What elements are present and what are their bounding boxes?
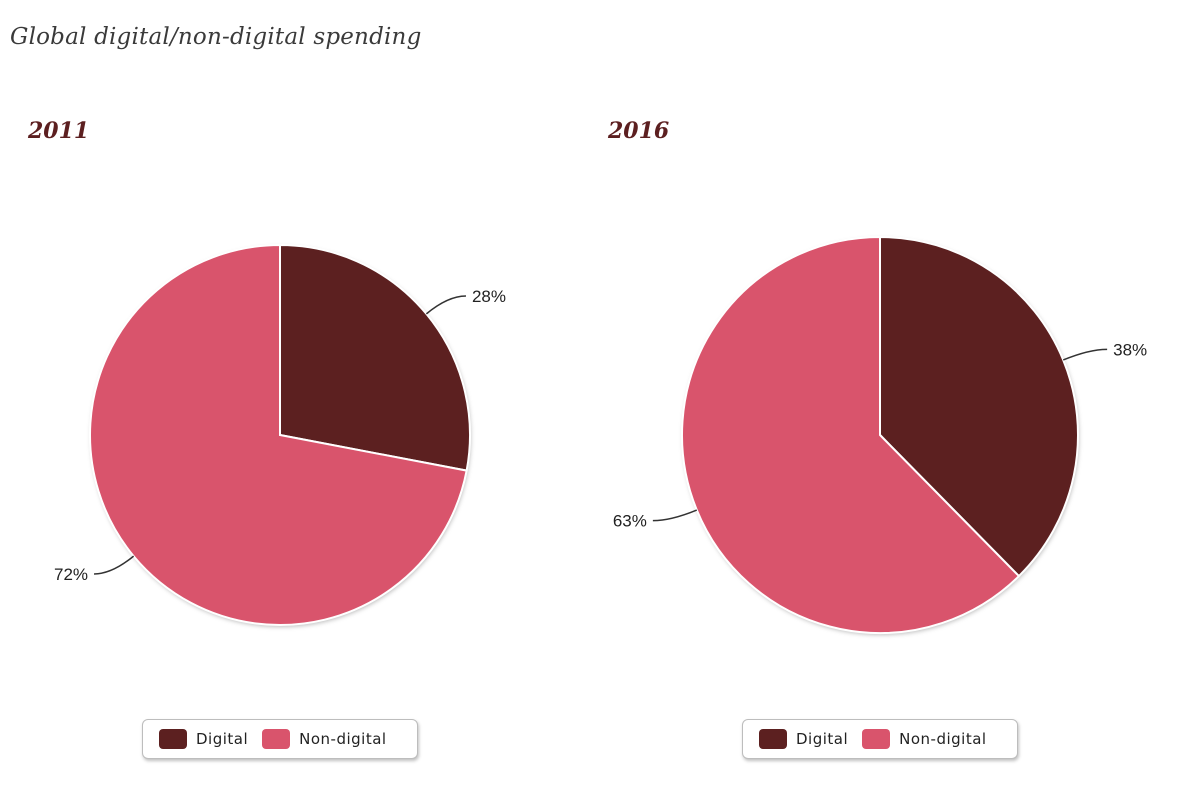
- legend-label-digital: Digital: [796, 730, 849, 748]
- data-label-digital: 28%: [472, 287, 506, 306]
- pie-slice-non-digital[interactable]: [681, 235, 1021, 634]
- legend-item-non-digital[interactable]: Non-digital: [262, 729, 386, 749]
- leader-line-non-digital: [94, 555, 135, 575]
- data-label-non-digital: 63%: [613, 512, 647, 531]
- pie-chart-2011: 28% 72%: [54, 243, 506, 626]
- pie-slice-non-digital[interactable]: [89, 243, 468, 626]
- chart-title-2016: 2016: [608, 118, 670, 144]
- pie-slice-digital[interactable]: [879, 235, 1079, 578]
- legend-swatch-digital: [759, 729, 787, 749]
- pie-chart-2016: 38% 63%: [613, 235, 1147, 634]
- legend-2011: Digital Non-digital: [142, 719, 418, 759]
- leader-line-digital: [1062, 348, 1108, 361]
- legend-label-non-digital: Non-digital: [299, 730, 387, 748]
- data-label-non-digital: 72%: [54, 565, 88, 584]
- legend-item-non-digital[interactable]: Non-digital: [862, 729, 986, 749]
- legend-swatch-non-digital: [862, 729, 891, 749]
- legend-2016: Digital Non-digital: [742, 719, 1018, 759]
- legend-label-digital: Digital: [196, 730, 249, 748]
- legend-label-non-digital: Non-digital: [899, 730, 987, 748]
- legend-item-digital[interactable]: Digital: [759, 729, 848, 749]
- pie-slice-digital[interactable]: [279, 243, 471, 472]
- leader-line-non-digital: [652, 509, 698, 522]
- legend-item-digital[interactable]: Digital: [159, 729, 248, 749]
- data-label-digital: 38%: [1113, 340, 1147, 359]
- legend-swatch-non-digital: [262, 729, 291, 749]
- page-title: Global digital/non-digital spending: [10, 24, 422, 50]
- chart-title-2011: 2011: [28, 118, 90, 144]
- legend-swatch-digital: [159, 729, 187, 749]
- leader-line-digital: [425, 295, 466, 315]
